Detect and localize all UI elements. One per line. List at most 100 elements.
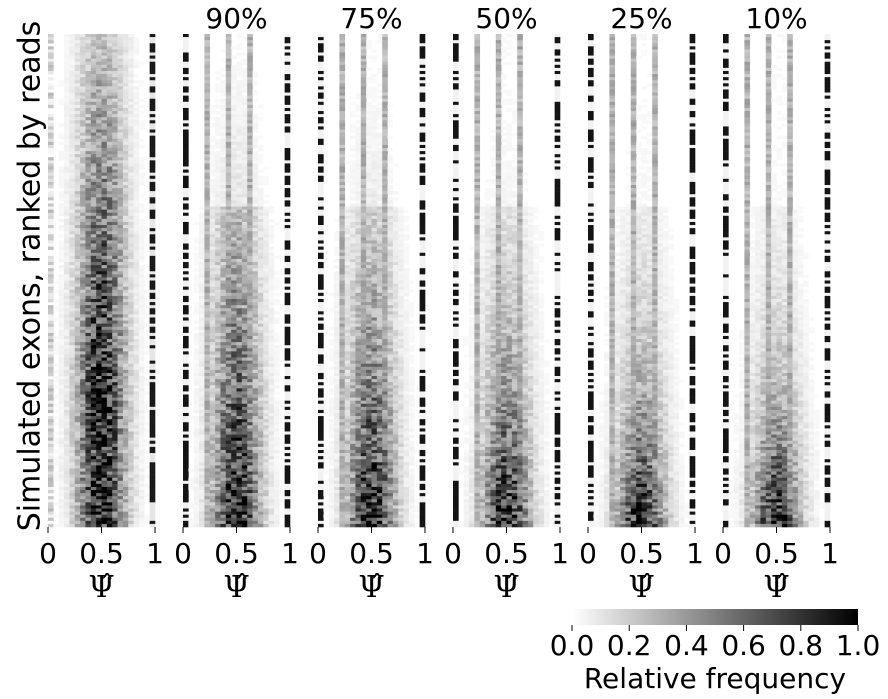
heatmap-cell	[133, 406, 140, 411]
heatmap-cell	[183, 295, 189, 300]
heatmap-cell	[96, 376, 102, 380]
heatmap-cell	[247, 209, 253, 214]
heatmap-cell	[149, 517, 156, 522]
heatmap-cell	[138, 225, 145, 229]
heatmap-cell	[236, 154, 243, 158]
heatmap-cell	[74, 480, 81, 485]
heatmap-cell	[106, 58, 113, 63]
heatmap-cell	[74, 92, 81, 96]
heatmap-cell	[96, 453, 102, 457]
heatmap-cell	[247, 357, 253, 361]
heatmap-cell	[101, 456, 108, 460]
heatmap-cell	[64, 268, 70, 272]
heatmap-cell	[138, 453, 145, 457]
heatmap-cell	[64, 107, 70, 112]
heatmap-cell	[225, 409, 232, 414]
heatmap-cell	[204, 175, 211, 180]
heatmap-cell	[204, 234, 211, 238]
heatmap-cell	[48, 385, 54, 389]
heatmap-cell	[128, 366, 134, 371]
heatmap-cell	[236, 70, 243, 75]
heatmap-cell	[231, 274, 237, 278]
heatmap-cell	[122, 237, 129, 241]
heatmap-cell	[117, 175, 124, 180]
heatmap-cell	[96, 372, 102, 377]
heatmap-cell	[90, 493, 97, 497]
heatmap-cell	[90, 166, 97, 170]
heatmap-cell	[85, 508, 92, 512]
heatmap-cell	[69, 456, 76, 460]
heatmap-cell	[149, 166, 156, 170]
heatmap-cell	[101, 55, 108, 59]
heatmap-cell	[204, 394, 211, 398]
heatmap-cell	[85, 194, 92, 198]
heatmap-cell	[133, 354, 140, 358]
heatmap-cell	[48, 339, 54, 343]
heatmap-cell	[199, 206, 205, 210]
heatmap-cell	[263, 443, 269, 448]
heatmap-cell	[268, 262, 275, 266]
heatmap-cell	[85, 123, 92, 127]
heatmap-cell	[183, 400, 189, 405]
heatmap-cell	[231, 138, 237, 143]
heatmap-cell	[209, 345, 216, 349]
heatmap-cell	[241, 181, 248, 186]
heatmap-cell	[101, 34, 108, 38]
heatmap-cell	[80, 339, 86, 343]
heatmap-cell	[106, 86, 113, 90]
heatmap-cell	[90, 92, 97, 96]
heatmap-cell	[204, 151, 211, 155]
heatmap-cell	[284, 406, 291, 411]
heatmap-cell	[90, 249, 97, 254]
heatmap-cell	[199, 258, 205, 263]
heatmap-cell	[69, 117, 76, 121]
heatmap-cell	[241, 135, 248, 140]
heatmap-cell	[74, 67, 81, 72]
heatmap-cell	[149, 332, 156, 337]
heatmap-cell	[199, 391, 205, 395]
heatmap-cell	[96, 151, 102, 155]
heatmap-cell	[204, 474, 211, 478]
heatmap-cell	[112, 493, 118, 497]
heatmap-cell	[215, 468, 221, 472]
heatmap-cell	[80, 123, 86, 127]
heatmap-cell	[252, 360, 259, 364]
heatmap-cell	[128, 40, 134, 44]
heatmap-cell	[64, 157, 70, 161]
heatmap-cell	[117, 332, 124, 337]
heatmap-cell	[263, 277, 269, 281]
heatmap-cell	[101, 43, 108, 47]
heatmap-cell	[90, 52, 97, 56]
heatmap-cell	[225, 456, 232, 460]
heatmap-cell	[53, 376, 59, 380]
heatmap-cell	[74, 446, 81, 451]
heatmap-cell	[144, 379, 150, 383]
heatmap-cell	[128, 311, 134, 315]
heatmap-cell	[117, 277, 124, 281]
heatmap-cell	[133, 477, 140, 482]
heatmap-cell	[48, 394, 54, 398]
heatmap-cell	[122, 80, 129, 84]
heatmap-cell	[64, 166, 70, 170]
heatmap-cell	[284, 120, 291, 124]
heatmap-cell	[252, 181, 259, 186]
heatmap-cell	[96, 129, 102, 133]
heatmap-cell	[96, 240, 102, 244]
heatmap-cell	[122, 486, 129, 491]
heatmap-cell	[106, 289, 113, 294]
heatmap-cell	[69, 499, 76, 503]
heatmap-cell	[225, 437, 232, 442]
heatmap-cell	[69, 345, 76, 349]
heatmap-cell	[193, 400, 200, 405]
heatmap-cell	[183, 58, 189, 63]
heatmap-cell	[199, 382, 205, 386]
heatmap-cell	[69, 209, 76, 214]
heatmap-cell	[241, 95, 248, 100]
heatmap-cell	[106, 169, 113, 173]
heatmap-cell	[236, 453, 243, 457]
heatmap-cell	[284, 376, 291, 380]
heatmap-cell	[138, 363, 145, 368]
heatmap-cell	[225, 366, 232, 371]
heatmap-cell	[122, 289, 129, 294]
heatmap-cell	[133, 511, 140, 515]
